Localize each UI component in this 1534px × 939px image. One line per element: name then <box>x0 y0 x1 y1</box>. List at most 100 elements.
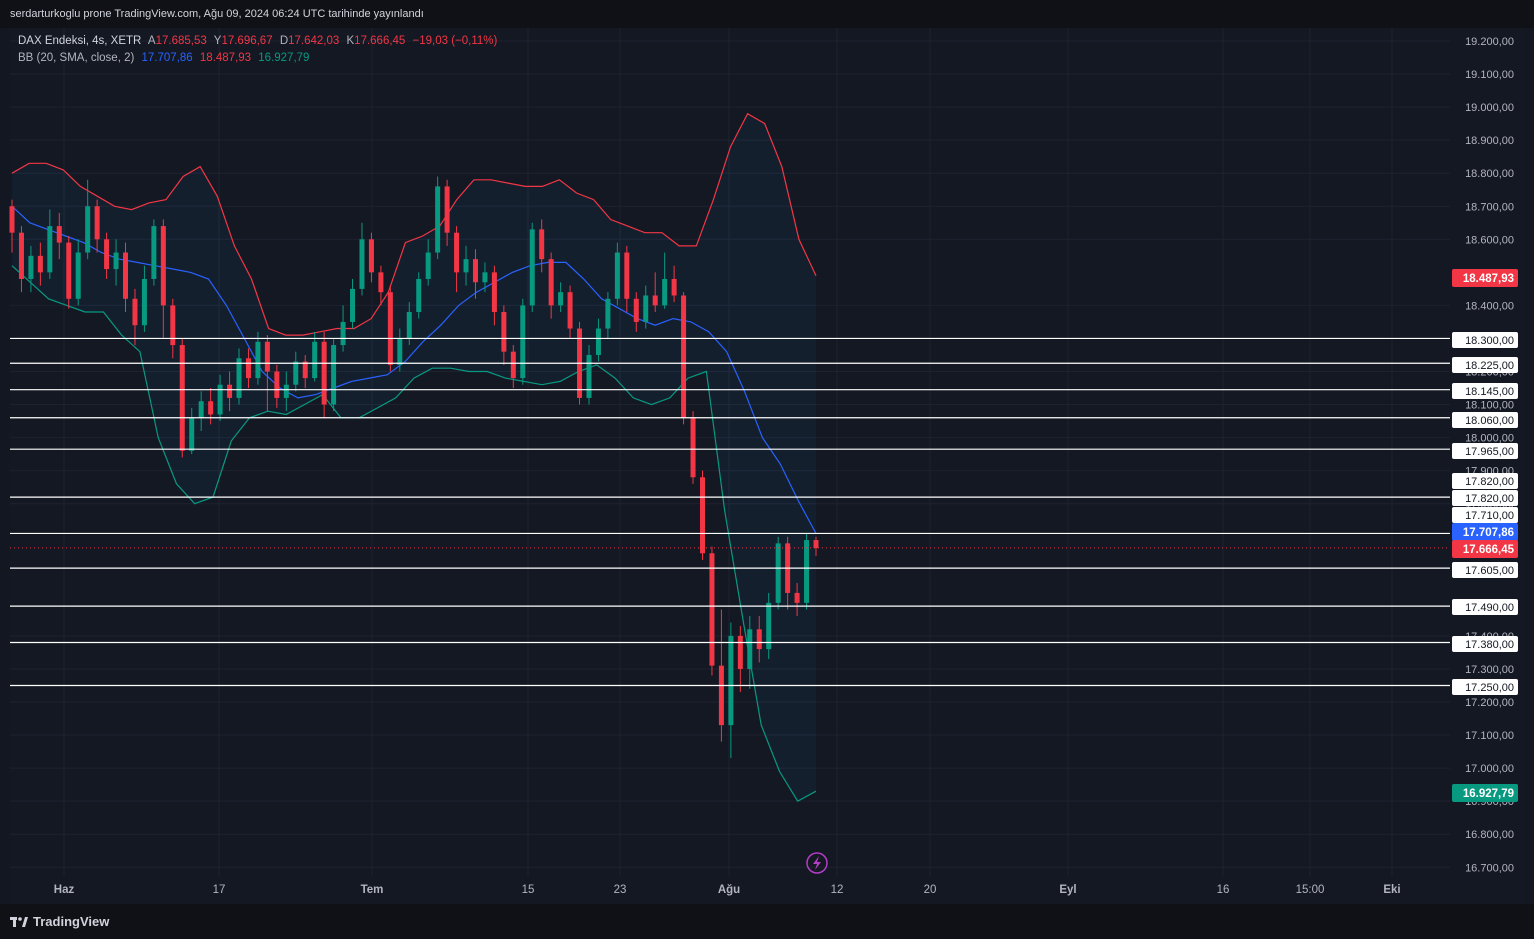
candle-body <box>189 417 195 451</box>
candle-body <box>633 298 639 322</box>
candle-body <box>671 278 677 296</box>
candle-body <box>368 239 374 273</box>
candle-body <box>435 186 441 253</box>
publish-header: serdarturkoglu prone TradingView.com, Ağ… <box>0 0 1534 28</box>
candle-body <box>312 341 318 379</box>
candle-body <box>624 252 630 299</box>
candle-body <box>350 288 356 322</box>
y-tick-label: 18.100,00 <box>1465 400 1514 412</box>
level-badge <box>1452 636 1518 652</box>
x-tick-label: Ağu <box>718 884 740 896</box>
y-tick-label: 16.800,00 <box>1465 829 1514 841</box>
symbol-name: DAX Endeksi, 4s, XETR <box>18 35 142 47</box>
footer-bar: TradingView <box>0 904 1534 939</box>
candle-body <box>737 635 743 669</box>
candle-body <box>813 540 819 548</box>
candle-body <box>718 665 724 726</box>
y-tick-label: 18.900,00 <box>1465 135 1514 147</box>
candle-body <box>66 242 72 299</box>
candle-body <box>141 278 147 326</box>
candle-body <box>558 292 564 306</box>
level-badge <box>1452 357 1518 373</box>
price-badge <box>1452 523 1518 541</box>
level-label: 18.060,00 <box>1465 415 1514 427</box>
candle-body <box>482 272 488 283</box>
level-badge <box>1452 383 1518 399</box>
level-label: 17.820,00 <box>1465 476 1514 488</box>
bb-upper-line <box>11 112 817 336</box>
level-label: 17.965,00 <box>1465 446 1514 458</box>
candle-body <box>56 226 62 243</box>
candle-body <box>179 345 185 451</box>
level-label: 17.250,00 <box>1465 682 1514 694</box>
candle-body <box>245 358 251 379</box>
candle-body <box>766 602 772 650</box>
price-badge-label: 17.707,86 <box>1463 527 1514 539</box>
tradingview-logo[interactable]: TradingView <box>10 914 109 929</box>
candle-body <box>681 295 687 418</box>
price-badge <box>1452 784 1518 802</box>
x-tick-label: Eyl <box>1059 884 1076 896</box>
ohlc-close: K17.666,45 <box>346 35 406 47</box>
candle-body <box>104 239 110 270</box>
y-tick-label: 19.200,00 <box>1465 36 1514 48</box>
y-tick-label: 18.700,00 <box>1465 201 1514 213</box>
x-tick-label: 15:00 <box>1296 884 1325 896</box>
lightning-icon[interactable] <box>806 852 828 874</box>
bb-upper-value: 18.487,93 <box>199 52 252 64</box>
candle-body <box>548 259 554 306</box>
level-label: 17.820,00 <box>1465 493 1514 505</box>
candle-body <box>236 358 242 398</box>
chart-pane[interactable] <box>9 28 1525 904</box>
candle-body <box>170 305 176 346</box>
candle-body <box>690 417 696 478</box>
candle-body <box>728 635 734 726</box>
candle-body <box>283 384 289 398</box>
candle-body <box>264 341 270 372</box>
level-label: 18.145,00 <box>1465 386 1514 398</box>
candle-body <box>378 272 384 293</box>
level-badge <box>1452 507 1518 523</box>
level-label: 17.490,00 <box>1465 602 1514 614</box>
candle-body <box>132 298 138 326</box>
y-tick-label: 17.300,00 <box>1465 664 1514 676</box>
bb-legend: BB (20, SMA, close, 2) 17.707,86 18.487,… <box>18 52 313 64</box>
candle-body <box>255 341 261 379</box>
candle-body <box>94 206 100 240</box>
candle-body <box>454 232 460 273</box>
candle-body <box>567 292 573 329</box>
candle-body <box>539 229 545 260</box>
candle-body <box>804 540 810 603</box>
x-tick-label: Haz <box>54 884 75 896</box>
candle-body <box>123 252 129 299</box>
candle-body <box>198 401 204 418</box>
candle-body <box>756 629 762 650</box>
price-badge-label: 18.487,93 <box>1463 273 1514 285</box>
candle-body <box>586 354 592 398</box>
level-badge <box>1452 332 1518 348</box>
level-badge <box>1452 412 1518 428</box>
x-tick-label: 15 <box>522 884 535 896</box>
level-label: 17.380,00 <box>1465 639 1514 651</box>
candle-body <box>85 206 91 253</box>
candle-body <box>340 321 346 346</box>
ohlc-low: D17.642,03 <box>279 35 340 47</box>
brand-name: TradingView <box>33 914 110 929</box>
candle-body <box>595 328 601 355</box>
level-label: 17.605,00 <box>1465 565 1514 577</box>
candle-body <box>47 226 53 273</box>
level-badge <box>1452 599 1518 615</box>
level-badge <box>1452 679 1518 695</box>
bb-basis-value: 17.707,86 <box>141 52 193 64</box>
price-badge-label: 16.927,79 <box>1463 788 1514 800</box>
level-badge <box>1452 562 1518 578</box>
candle-body <box>18 232 24 279</box>
tradingview-logo-icon <box>10 917 28 927</box>
candle-body <box>160 226 166 306</box>
candle-body <box>397 338 403 365</box>
x-tick-label: 16 <box>1217 884 1230 896</box>
candle-body <box>614 252 620 299</box>
x-tick-label: 12 <box>831 884 844 896</box>
y-tick-label: 18.000,00 <box>1465 433 1514 445</box>
